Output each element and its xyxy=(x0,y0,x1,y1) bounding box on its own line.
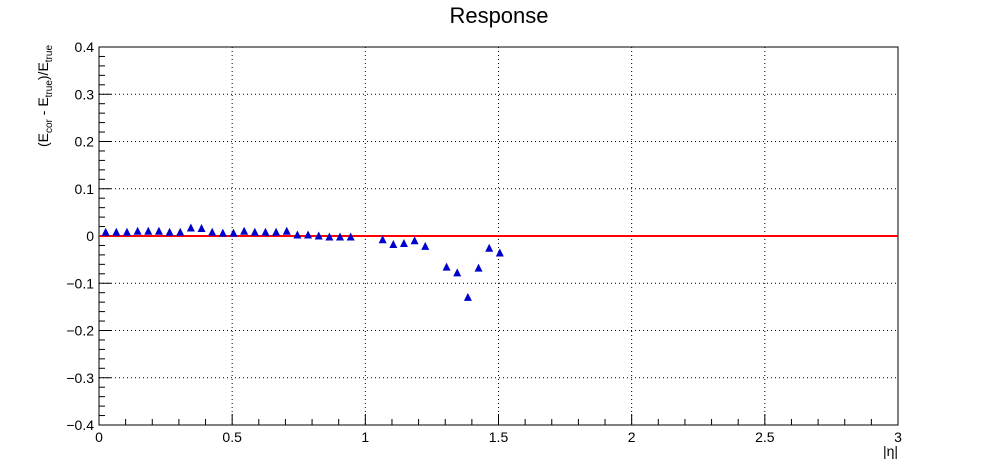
y-axis-ticks: −0.4 −0.3 −0.2 −0.1 0 0.1 0.2 0.3 0.4 xyxy=(66,39,111,433)
y-tick-label: −0.1 xyxy=(66,275,94,291)
x-tick-label: 1 xyxy=(361,429,369,445)
data-point-triangle xyxy=(122,227,131,236)
data-point-triangle xyxy=(101,227,110,236)
x-tick-label: 3 xyxy=(894,429,902,445)
y-tick-label: 0 xyxy=(86,228,94,244)
data-point-triangle xyxy=(314,231,323,240)
data-point-triangle xyxy=(272,227,281,236)
data-point-triangle xyxy=(154,226,163,235)
data-point-triangle xyxy=(197,223,206,232)
data-point-triangle xyxy=(282,226,291,235)
data-point-triangle xyxy=(410,236,419,245)
data-point-triangle xyxy=(229,228,238,237)
x-tick-label: 2 xyxy=(628,429,636,445)
data-point-triangle xyxy=(133,226,142,235)
x-tick-label: 0.5 xyxy=(222,429,242,445)
y-tick-label: −0.2 xyxy=(66,323,94,339)
data-point-triangle xyxy=(474,263,483,272)
y-tick-label: 0.4 xyxy=(75,39,95,55)
data-point-triangle xyxy=(250,227,259,236)
x-tick-label: 0 xyxy=(95,429,103,445)
data-point-triangle xyxy=(112,227,121,236)
data-point-triangle xyxy=(208,227,217,236)
data-point-triangle xyxy=(421,241,430,250)
data-point-triangle xyxy=(453,268,462,277)
data-point-triangle xyxy=(293,230,302,239)
data-point-triangle xyxy=(240,226,249,235)
y-tick-label: −0.3 xyxy=(66,370,94,386)
data-point-triangle xyxy=(186,223,195,232)
x-axis-ticks: 0 0.5 1 1.5 2 2.5 3 xyxy=(95,414,902,445)
x-axis-label: |η| xyxy=(883,443,898,459)
data-point-triangle xyxy=(346,232,355,241)
y-axis-label: (Ecor - Etrue)/Etrue xyxy=(35,45,55,147)
chart-title: Response xyxy=(449,3,548,28)
data-point-triangle xyxy=(336,232,345,241)
data-point-triangle xyxy=(389,240,398,249)
data-points xyxy=(101,223,504,301)
data-point-triangle xyxy=(485,243,494,252)
y-tick-label: 0.3 xyxy=(75,86,95,102)
data-point-triangle xyxy=(261,227,270,236)
data-point-triangle xyxy=(176,227,185,236)
y-tick-label: 0.1 xyxy=(75,181,95,197)
data-point-triangle xyxy=(304,230,313,239)
data-point-triangle xyxy=(399,239,408,248)
data-point-triangle xyxy=(378,235,387,244)
data-point-triangle xyxy=(218,228,227,237)
data-point-triangle xyxy=(144,226,153,235)
data-point-triangle xyxy=(165,227,174,236)
data-point-triangle xyxy=(442,262,451,271)
y-tick-label: −0.4 xyxy=(66,417,94,433)
x-tick-label: 2.5 xyxy=(755,429,775,445)
y-tick-label: 0.2 xyxy=(75,134,95,150)
data-point-triangle xyxy=(463,292,472,301)
data-point-triangle xyxy=(495,248,504,257)
x-tick-label: 1.5 xyxy=(489,429,509,445)
data-point-triangle xyxy=(325,232,334,241)
